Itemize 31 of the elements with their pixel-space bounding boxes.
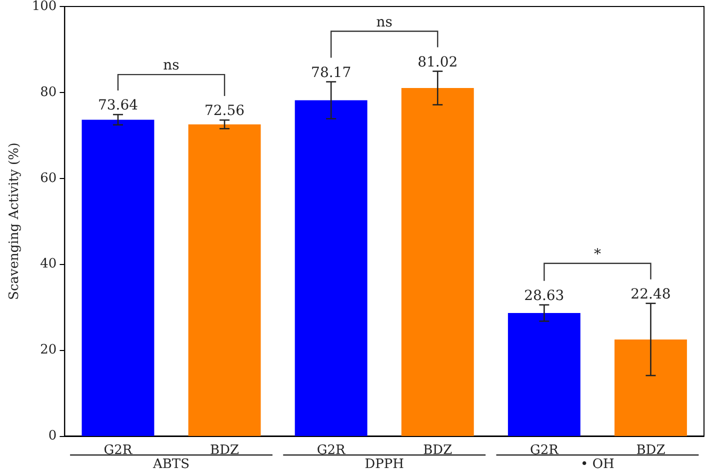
y-axis-title: Scavenging Activity (%) <box>7 142 22 300</box>
bar <box>508 313 580 436</box>
y-tick-label: 0 <box>48 428 57 444</box>
text: DPPH <box>364 457 404 472</box>
bar <box>82 120 154 436</box>
annotation: ns <box>163 58 180 74</box>
bar <box>188 124 261 436</box>
text: ABTS <box>152 457 190 472</box>
y-tick-label: 20 <box>40 342 57 358</box>
data-label: 73.64 <box>98 98 138 114</box>
annotation: * <box>594 246 601 262</box>
data-label: 81.02 <box>418 54 458 70</box>
y-tick-label: 80 <box>40 84 57 100</box>
data-label: 28.63 <box>524 288 564 304</box>
text: • OH <box>580 457 614 472</box>
x-tick-label: G2R <box>316 443 347 458</box>
bar <box>614 339 687 436</box>
data-label: 72.56 <box>204 103 245 120</box>
y-tick-label: 40 <box>40 256 57 272</box>
x-tick-label: BDZ <box>636 443 666 458</box>
x-tick-label: G2R <box>530 443 560 458</box>
x-tick-label: BDZ <box>210 443 240 458</box>
data-label: 78.17 <box>311 64 352 81</box>
x-tick-label: G2R <box>104 443 134 458</box>
y-tick-label: 100 <box>32 0 57 14</box>
annotation: ns <box>376 14 392 30</box>
x-tick-label: BDZ <box>423 443 452 458</box>
bar <box>401 88 474 436</box>
data-label: 22.48 <box>630 286 671 302</box>
y-tick-label: 60 <box>40 170 57 186</box>
bar <box>294 100 368 436</box>
